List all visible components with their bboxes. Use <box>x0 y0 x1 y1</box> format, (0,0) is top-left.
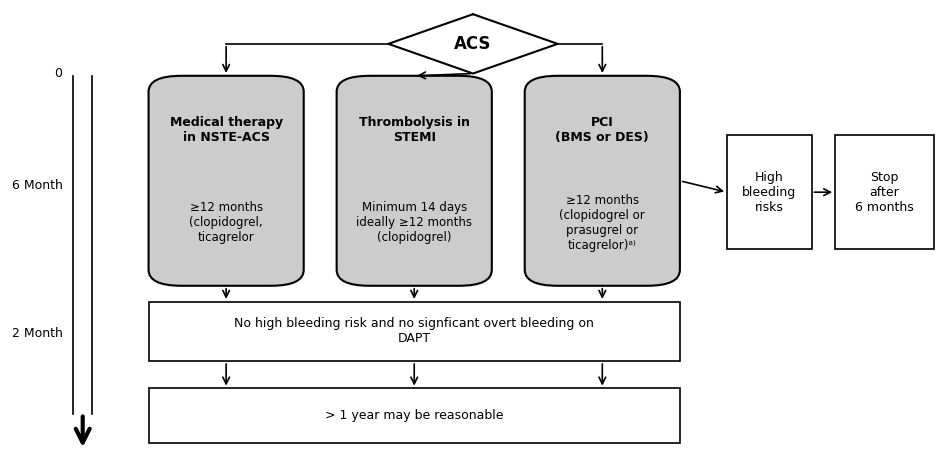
Text: Stop
after
6 months: Stop after 6 months <box>855 170 914 214</box>
Text: High
bleeding
risks: High bleeding risks <box>742 170 797 214</box>
FancyBboxPatch shape <box>727 135 812 249</box>
Text: ≥12 months
(clopidogrel or
prasugrel or
ticagrelor)ᵃ⁾: ≥12 months (clopidogrel or prasugrel or … <box>559 194 645 252</box>
Text: 0: 0 <box>55 67 62 80</box>
FancyBboxPatch shape <box>149 76 304 286</box>
Text: Medical therapy
in NSTE-ACS: Medical therapy in NSTE-ACS <box>169 116 283 145</box>
Text: 6 Month: 6 Month <box>12 179 63 192</box>
Text: Thrombolysis in
STEMI: Thrombolysis in STEMI <box>359 116 470 145</box>
Text: > 1 year may be reasonable: > 1 year may be reasonable <box>325 409 503 422</box>
FancyBboxPatch shape <box>149 302 680 361</box>
Text: Minimum 14 days
ideally ≥12 months
(clopidogrel): Minimum 14 days ideally ≥12 months (clop… <box>357 201 472 244</box>
FancyBboxPatch shape <box>835 135 934 249</box>
Text: No high bleeding risk and no signficant overt bleeding on
DAPT: No high bleeding risk and no signficant … <box>235 317 594 346</box>
Text: ≥12 months
(clopidogrel,
ticagrelor: ≥12 months (clopidogrel, ticagrelor <box>189 201 263 244</box>
Text: ACS: ACS <box>454 35 492 53</box>
FancyBboxPatch shape <box>525 76 680 286</box>
FancyBboxPatch shape <box>337 76 492 286</box>
Text: PCI
(BMS or DES): PCI (BMS or DES) <box>555 116 649 145</box>
Text: 2 Month: 2 Month <box>12 327 63 340</box>
FancyBboxPatch shape <box>149 389 680 443</box>
